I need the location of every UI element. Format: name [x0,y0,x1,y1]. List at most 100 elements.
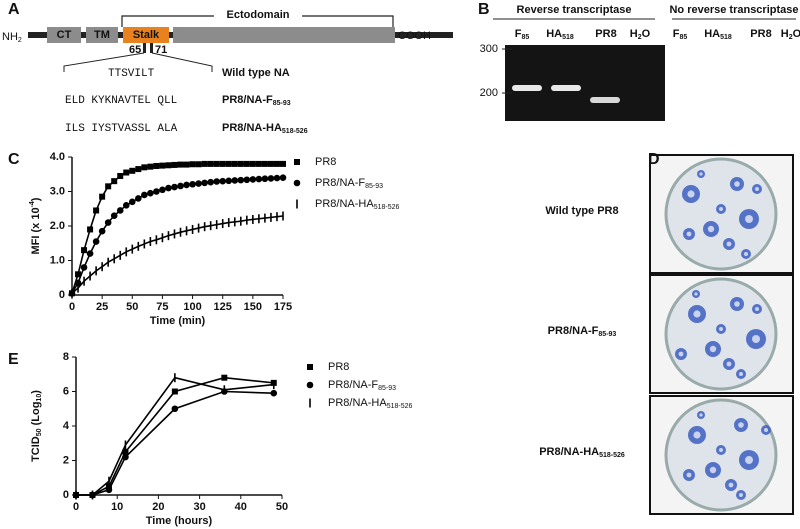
lane-label: F85 [515,28,530,41]
panel-label: D [648,151,660,168]
domain-label: Stalk [133,29,160,41]
x-tick-label: 20 [152,501,164,513]
text-part: PR8/NA-F [315,177,365,189]
text-part: PR8/NA-F [222,94,273,106]
plate-label: PR8/NA-HA518-526 [539,446,625,459]
marker [116,207,124,214]
lane-label: H2O [630,28,651,41]
plaque-images [649,154,794,515]
plaque-center [745,215,753,223]
plaque-center [726,241,732,247]
sequence: TTSVILT [108,68,155,80]
marker [267,160,274,167]
marker [98,227,106,235]
text-part: 2 [789,34,793,41]
zoom-lines [63,52,213,72]
marker [135,195,142,202]
plaque-center [738,422,744,428]
marker [237,160,244,167]
plaque-center [739,493,743,497]
plaque-center [694,292,698,296]
series-line [76,376,274,496]
text-part: 518-526 [387,403,413,410]
text-part: PR8/NA-HA [315,198,374,210]
x-axis-label: Time (min) [150,315,206,327]
marker [213,178,220,185]
text-part: 518 [562,34,574,41]
domain-box [173,27,395,43]
panel-label: C [8,151,20,168]
panel-label: B [478,1,490,18]
text-part: PR8 [315,156,336,168]
text-part: 10 [36,394,43,402]
y-axis-label: MFI (x 10-4) [29,197,42,254]
marker [189,180,196,188]
marker [171,405,179,413]
text-part: 518-526 [599,452,625,459]
domain-label: CT [57,29,72,41]
marker [189,161,196,168]
construct-name: Wild type NA [222,67,290,79]
lane-label: H2O [781,28,800,41]
text-part: PR8/NA-HA [222,122,282,134]
marker [93,207,100,214]
text-part: 2 [18,37,22,44]
plaque-center [719,448,723,452]
y-tick-label: 8 [63,351,69,363]
legend-label: PR8 [315,156,336,168]
marker [183,181,190,189]
text-part: PR8/NA-F [328,379,378,391]
x-tick-label: 40 [235,501,247,513]
plaque-center [719,327,723,331]
text-part: 85-93 [378,385,396,392]
text-part: PR8/NA-F [548,325,599,337]
text-part: HA [546,28,562,40]
marker [221,374,228,381]
marker [213,160,220,167]
gel [493,18,796,121]
marker [74,279,82,287]
legend-label: PR8/NA-HA518-526 [328,397,412,410]
text-part: PR8 [750,28,771,40]
legend-marker [294,159,300,165]
marker [225,160,232,167]
marker [129,167,136,174]
marker [171,161,178,168]
marker [117,172,124,179]
construct-name: PR8/NA-F85-93 [222,94,291,107]
marker [237,176,245,184]
marker [243,176,251,184]
series-line [76,376,274,496]
domain-box [47,27,81,43]
gel-image [505,45,665,121]
plaque-center [693,310,701,318]
text-part: 85-93 [273,100,291,107]
text-part: O [793,28,800,40]
y-tick-label: 2.0 [50,220,65,232]
text-part: 518-526 [282,128,308,135]
gel-band [590,97,620,103]
series-line [71,215,284,294]
plaque-center [726,361,732,367]
marker [128,198,136,206]
domain-label: Ectodomain [227,9,290,21]
y-tick-label: 0 [63,489,69,501]
x-tick-label: 10 [111,501,123,513]
marker [147,163,154,170]
marker [195,161,202,168]
text-part: H [630,28,638,40]
y-tick-label: 0 [59,289,65,301]
legend-label: PR8/NA-HA518-526 [315,198,399,211]
x-tick-label: 25 [96,301,108,313]
text-part: -4 [29,201,36,207]
text-part: ) [30,197,42,201]
plaque-center [709,466,717,474]
y-tick-label: 4 [63,420,70,432]
marker [110,212,118,219]
label-background [214,8,302,22]
marker [270,389,278,397]
marker [80,264,88,271]
lane-label: HA518 [546,28,574,41]
text-part: TCID [30,436,42,462]
